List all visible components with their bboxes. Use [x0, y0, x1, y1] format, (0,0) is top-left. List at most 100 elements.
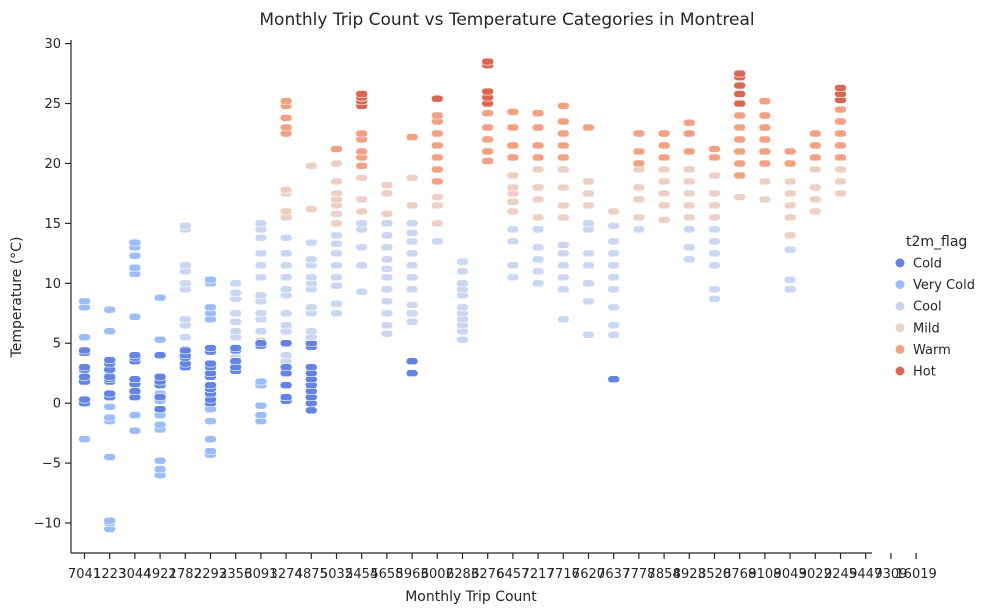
- data-point: [179, 346, 192, 355]
- data-point: [682, 225, 696, 234]
- data-point: [808, 165, 822, 174]
- data-point: [355, 129, 369, 138]
- data-point: [179, 315, 192, 324]
- data-point: [405, 317, 419, 326]
- data-point: [682, 177, 696, 186]
- data-point: [103, 373, 116, 381]
- data-point: [380, 265, 394, 273]
- data-point: [657, 129, 671, 138]
- data-point: [254, 273, 268, 282]
- data-point: [733, 135, 747, 144]
- data-point: [556, 183, 570, 192]
- data-point: [582, 123, 595, 132]
- y-tick-label: 15: [44, 217, 61, 232]
- data-point: [682, 213, 696, 222]
- data-point: [204, 344, 217, 352]
- data-point: [153, 373, 167, 381]
- data-point: [229, 344, 242, 352]
- data-point: [380, 273, 394, 282]
- data-point: [556, 273, 570, 282]
- data-point: [128, 387, 142, 395]
- data-point: [279, 186, 293, 194]
- data-point: [78, 435, 91, 443]
- data-point: [556, 117, 570, 126]
- data-point: [682, 165, 696, 174]
- data-point: [304, 327, 318, 336]
- data-point: [708, 201, 721, 210]
- data-point: [405, 201, 419, 210]
- data-point: [103, 389, 116, 398]
- data-point: [531, 109, 545, 117]
- data-point: [708, 249, 721, 258]
- y-tick-label: 25: [44, 97, 61, 112]
- data-point: [128, 263, 142, 272]
- data-point: [330, 209, 343, 218]
- data-point: [607, 375, 621, 384]
- data-point: [531, 225, 545, 234]
- data-point: [128, 375, 142, 384]
- data-point: [556, 241, 570, 249]
- data-point: [179, 261, 192, 270]
- data-point: [229, 327, 242, 336]
- data-point: [607, 221, 621, 230]
- data-point: [607, 303, 621, 312]
- data-point: [103, 305, 116, 314]
- data-point: [103, 402, 116, 411]
- y-axis-label: Temperature (°C): [9, 237, 25, 359]
- x-tick-label: 9245: [824, 567, 857, 582]
- data-point: [405, 237, 419, 246]
- data-point: [254, 309, 268, 318]
- data-point: [279, 207, 293, 216]
- data-point: [380, 329, 394, 338]
- data-point: [380, 181, 394, 189]
- data-point: [506, 141, 520, 150]
- data-point: [834, 177, 847, 186]
- x-tick-label: 7620: [572, 567, 605, 582]
- data-point: [78, 297, 91, 306]
- data-point: [506, 153, 520, 162]
- data-point: [733, 81, 747, 90]
- data-point: [582, 261, 595, 270]
- y-tick-label: 0: [53, 397, 61, 412]
- data-point: [430, 219, 444, 228]
- data-point: [179, 333, 192, 342]
- data-point: [582, 201, 595, 210]
- data-point: [632, 129, 646, 138]
- data-point: [204, 303, 217, 312]
- data-point: [506, 207, 520, 216]
- data-point: [355, 90, 369, 98]
- data-point: [556, 249, 570, 258]
- data-point: [153, 393, 167, 401]
- data-point: [380, 189, 394, 198]
- data-point: [632, 159, 646, 168]
- data-point: [733, 69, 747, 78]
- data-point: [279, 249, 293, 258]
- data-point: [179, 221, 192, 230]
- data-point: [153, 351, 167, 360]
- x-tick-label: 2293: [194, 567, 227, 582]
- x-tick-label: 7716: [547, 567, 580, 582]
- data-point: [481, 135, 495, 144]
- data-point: [531, 123, 545, 132]
- data-point: [279, 309, 293, 318]
- data-point: [657, 153, 671, 162]
- legend: t2m_flag Cold Very Cold Cool Mild Warm Hot: [895, 234, 975, 380]
- data-point: [808, 195, 822, 204]
- data-point: [531, 141, 545, 150]
- legend-marker: [895, 280, 905, 290]
- data-point: [607, 237, 621, 246]
- y-axis: −10 −5 0 5 10 15 20 25 30: [34, 37, 71, 532]
- data-point: [506, 198, 520, 206]
- x-tick-label: 8768: [723, 567, 756, 582]
- y-tick-label: 10: [44, 277, 61, 292]
- data-point: [355, 243, 369, 252]
- y-tick-label: −5: [42, 457, 61, 472]
- data-point: [204, 447, 217, 455]
- data-point: [733, 111, 747, 120]
- data-point: [783, 159, 797, 168]
- data-point: [304, 303, 318, 312]
- x-tick-label: 5032: [320, 567, 353, 582]
- data-point: [304, 205, 318, 213]
- data-point: [330, 189, 343, 198]
- x-tick-label: 4922: [144, 567, 177, 582]
